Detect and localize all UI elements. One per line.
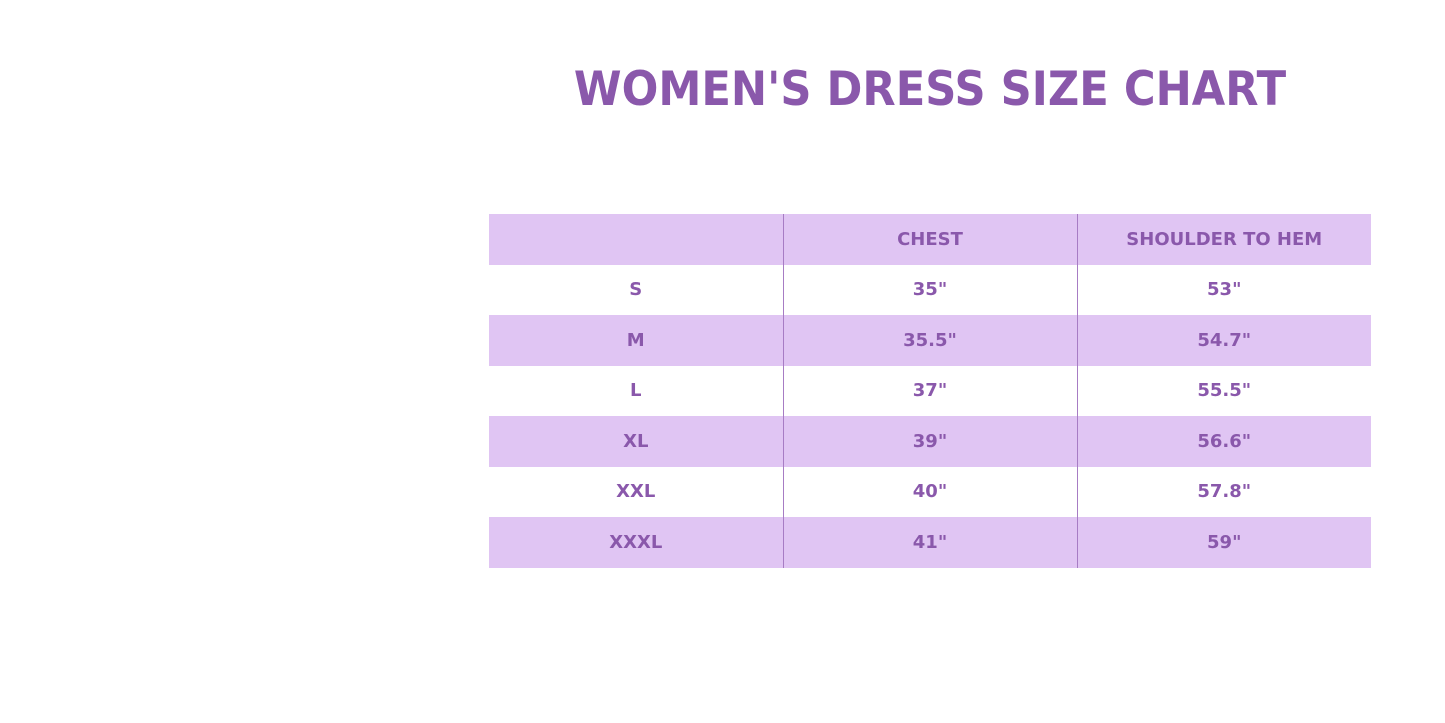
size-chart-table: CHEST SHOULDER TO HEM S 35" 53" M 35.5" 54.7"… <box>489 214 1371 568</box>
size-cell: XXL <box>616 481 656 503</box>
table-row: M 35.5" 54.7" <box>489 315 1371 366</box>
size-cell: L <box>630 380 642 402</box>
chest-cell: 39" <box>782 416 1077 467</box>
size-cell: S <box>629 279 643 301</box>
table-row: XL 39" 56.6" <box>489 416 1371 467</box>
chest-cell: 41" <box>782 517 1077 568</box>
size-cell: XL <box>489 416 783 467</box>
shoulder-to-hem-cell: 54.7" <box>1076 315 1371 366</box>
header-shoulder-to-hem: SHOULDER TO HEM <box>1076 214 1371 265</box>
shoulder-to-hem-cell: 57.8" <box>1076 466 1371 517</box>
table-row: XXL 40" 57.8" <box>489 466 1371 517</box>
shoulder-to-hem-cell: 59" <box>1076 517 1371 568</box>
table-header-row: CHEST SHOULDER TO HEM <box>489 214 1371 265</box>
chest-cell: 37" <box>782 365 1077 416</box>
size-cell: M <box>489 315 783 366</box>
shoulder-to-hem-cell: 56.6" <box>1076 416 1371 467</box>
size-cell: XXXL <box>489 517 783 568</box>
table-row: L 37" 55.5" <box>489 365 1371 416</box>
table-row: XXXL 41" 59" <box>489 517 1371 568</box>
header-size <box>489 214 783 265</box>
chest-cell: 35" <box>782 264 1077 315</box>
header-chest: CHEST <box>782 214 1077 265</box>
shoulder-to-hem-cell: 55.5" <box>1076 365 1371 416</box>
shoulder-to-hem-cell: 53" <box>1076 264 1371 315</box>
table-row: S 35" 53" <box>489 264 1371 315</box>
chest-cell: 35.5" <box>782 315 1077 366</box>
page-title: WOMEN'S DRESS SIZE CHART <box>573 62 1287 117</box>
chest-cell: 40" <box>782 466 1077 517</box>
